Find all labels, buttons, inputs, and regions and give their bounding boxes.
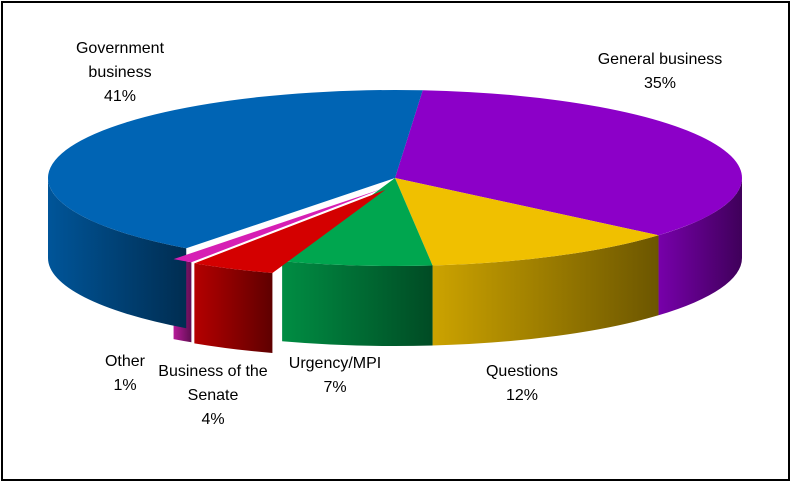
category-label: General business: [597, 51, 723, 68]
slice-side: [432, 235, 659, 346]
category-label: Other: [104, 353, 145, 370]
slice-side: [282, 261, 433, 346]
value-label: 7%: [323, 379, 347, 396]
slice-label: General business 35%: [580, 48, 740, 96]
slice: [173, 188, 383, 263]
category-label: Questions: [485, 363, 559, 380]
slice-label: Questions 12%: [462, 360, 582, 408]
slice: [282, 178, 433, 266]
slice: [47, 90, 423, 249]
value-label: 12%: [505, 387, 539, 404]
slice-side: [48, 178, 187, 329]
category-label: Government business: [75, 40, 165, 81]
value-label: 4%: [201, 411, 225, 428]
slice-side: [658, 178, 742, 316]
slice-side: [194, 263, 273, 354]
slice-label: Urgency/MPI 7%: [270, 352, 400, 400]
category-label: Urgency/MPI: [288, 355, 382, 372]
slice-label: Government business 41%: [60, 37, 180, 109]
slice: [395, 90, 742, 236]
value-label: 1%: [113, 377, 137, 394]
value-label: 35%: [643, 75, 677, 92]
value-label: 41%: [103, 88, 137, 105]
slice-label: Business of the Senate 4%: [158, 360, 268, 432]
category-label: Business of the Senate: [158, 363, 268, 404]
slice-label: Other 1%: [90, 350, 160, 398]
slice: [395, 178, 659, 266]
slice: [194, 189, 386, 274]
